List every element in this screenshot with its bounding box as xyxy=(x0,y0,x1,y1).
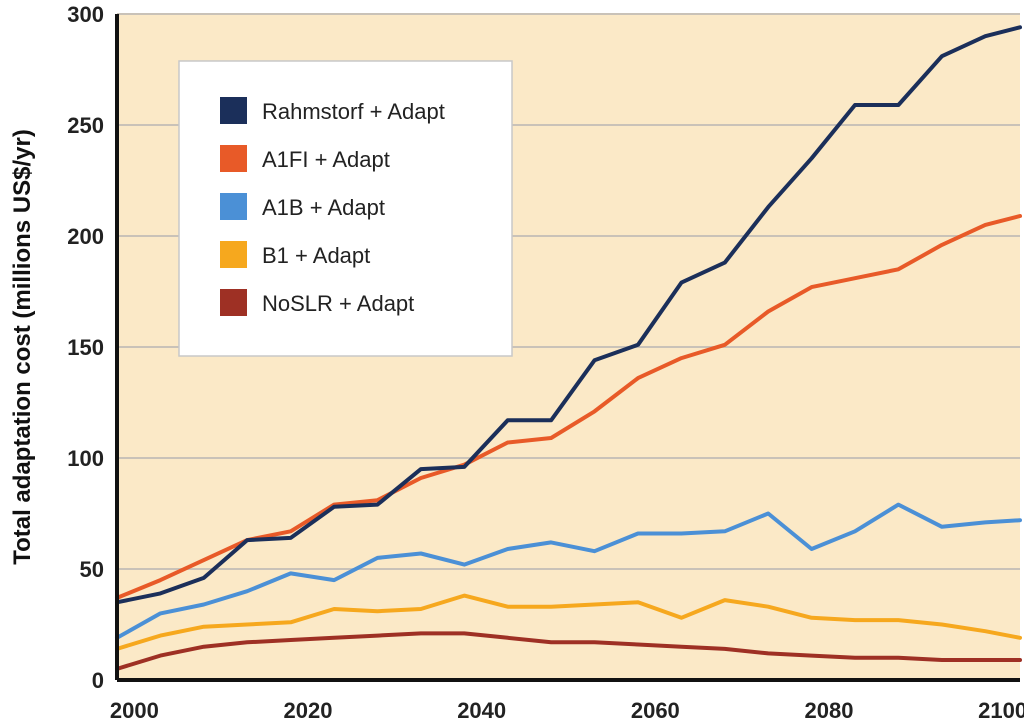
y-tick-label-150: 150 xyxy=(67,335,104,360)
y-tick-label-50: 50 xyxy=(80,557,104,582)
y-tick-labels: 0 50 100 150 200 250 300 xyxy=(67,2,104,693)
series-line-2 xyxy=(115,502,1022,640)
legend-label-4: NoSLR + Adapt xyxy=(262,291,414,316)
y-tick-label-100: 100 xyxy=(67,446,104,471)
x-tick-label-2040: 2040 xyxy=(457,698,506,723)
legend-label-0: Rahmstorf + Adapt xyxy=(262,99,445,124)
legend-swatch-3 xyxy=(220,241,247,268)
y-tick-label-250: 250 xyxy=(67,113,104,138)
legend-label-1: A1FI + Adapt xyxy=(262,147,390,172)
legend-swatch-2 xyxy=(220,193,247,220)
series-line-1 xyxy=(115,214,1022,600)
x-tick-label-2080: 2080 xyxy=(805,698,854,723)
series-line-0 xyxy=(115,25,1022,605)
y-tick-label-200: 200 xyxy=(67,224,104,249)
series-line-4 xyxy=(115,631,1022,671)
x-tick-labels: 2000 2020 2040 2060 2080 2100 xyxy=(110,698,1024,723)
x-tick-label-2100: 2100 xyxy=(978,698,1024,723)
y-tick-label-300: 300 xyxy=(67,2,104,27)
legend-swatch-0 xyxy=(220,97,247,124)
y-tick-label-0: 0 xyxy=(92,668,104,693)
legend-label-3: B1 + Adapt xyxy=(262,243,370,268)
x-tick-label-2060: 2060 xyxy=(631,698,680,723)
legend-swatch-1 xyxy=(220,145,247,172)
legend-swatch-4 xyxy=(220,289,247,316)
x-tick-label-2000: 2000 xyxy=(110,698,159,723)
legend: Rahmstorf + Adapt A1FI + Adapt A1B + Adapt… xyxy=(178,60,513,357)
legend-label-2: A1B + Adapt xyxy=(262,195,385,220)
y-axis-label: Total adaptation cost (millions US$/yr) xyxy=(9,129,36,565)
x-tick-label-2020: 2020 xyxy=(284,698,333,723)
series-line-3 xyxy=(115,593,1022,651)
series-lines xyxy=(115,25,1022,671)
